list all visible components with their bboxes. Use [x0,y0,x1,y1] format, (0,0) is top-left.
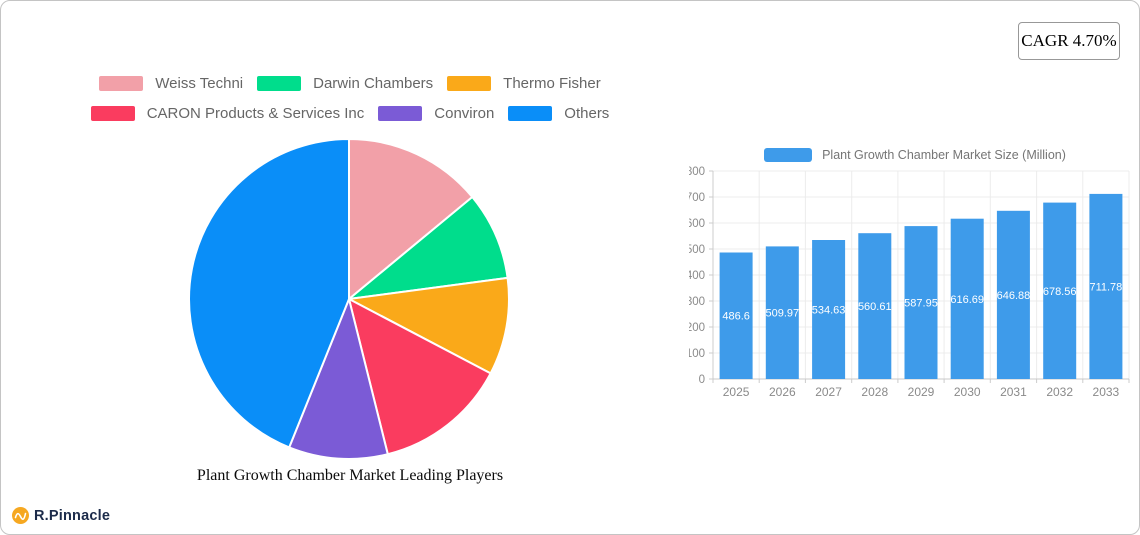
bar-2030[interactable] [950,218,984,379]
x-axis-label: 2032 [1046,385,1073,399]
bar-value-label: 616.69 [950,294,984,306]
pie-slice-thermo-fisher[interactable] [348,276,510,375]
legend-swatch [90,106,135,121]
pie-legend-row: Weiss Techni Darwin Chambers Thermo Fisher [39,75,661,92]
x-axis-label: 2031 [1000,385,1027,399]
bar-legend-label: Plant Growth Chamber Market Size (Millio… [822,148,1066,162]
y-axis-label: 500 [689,244,705,256]
x-axis-label: 2030 [954,385,981,399]
bar-2028[interactable] [858,233,892,379]
legend-swatch [447,76,492,91]
y-axis-label: 300 [689,296,705,308]
bar-value-label: 509.97 [766,308,800,320]
pie-legend: Weiss Techni Darwin Chambers Thermo Fisher… [39,75,661,135]
legend-swatch [257,76,302,91]
legend-swatch [378,106,423,121]
cagr-badge: CAGR 4.70% [1018,22,1120,60]
legend-label: Weiss Techni [155,75,244,92]
brand-logo-text: R.Pinnacle [34,507,111,524]
pie-chart-title: Plant Growth Chamber Market Leading Play… [196,467,504,484]
legend-item-weiss-techni[interactable]: Weiss Techni [99,75,243,92]
y-axis-label: 400 [689,270,705,282]
x-axis-label: 2026 [769,385,796,399]
pie-slice-weiss-techni[interactable] [348,138,474,300]
bar-value-label: 646.88 [997,290,1031,302]
legend-label: Thermo Fisher [503,75,601,92]
bar-2033[interactable] [1089,193,1123,379]
legend-label: Conviron [434,105,495,122]
legend-swatch [99,76,144,91]
bar-2029[interactable] [904,226,938,379]
bar-chart: 0 100 200 300 400 500 600 700 800 486.6 2025 509.97… [689,166,1130,399]
bar-value-label: 534.63 [812,305,846,317]
bar-value-label: 560.61 [858,301,892,313]
legend-item-others[interactable]: Others [508,105,609,122]
pie-legend-row: CARON Products & Services Inc Conviron Oth… [39,105,661,122]
pie-slice-darwin-chambers[interactable] [348,196,509,300]
legend-label: Darwin Chambers [313,75,434,92]
y-axis-label: 100 [689,348,705,360]
x-axis-label: 2033 [1093,385,1120,399]
x-axis-label: 2025 [723,385,750,399]
bar-value-label: 711.78 [1089,282,1122,294]
legend-label: Others [564,105,610,122]
x-axis-label: 2029 [908,385,935,399]
y-axis-label: 600 [689,218,705,230]
brand-logo-icon [12,507,29,524]
y-axis-label: 800 [689,166,705,178]
y-axis-label: 700 [689,192,705,204]
pie-slice-caron-products-services-inc[interactable] [348,298,492,456]
bar-2025[interactable] [719,252,753,380]
pie-chart [188,138,510,460]
y-axis-label: 200 [689,322,705,334]
y-axis-label: 0 [699,374,705,386]
x-axis-label: 2028 [861,385,888,399]
legend-swatch [508,106,553,121]
pie-slice-conviron[interactable] [288,298,389,460]
bar-legend-swatch [764,148,813,162]
bar-value-label: 587.95 [904,298,938,310]
legend-item-conviron[interactable]: Conviron [378,105,494,122]
legend-item-darwin-chambers[interactable]: Darwin Chambers [257,75,433,92]
x-axis-label: 2027 [815,385,842,399]
bar-value-label: 486.6 [722,311,750,323]
cagr-label: CAGR 4.70% [1021,31,1117,50]
bar-2027[interactable] [812,240,846,379]
legend-label: CARON Products & Services Inc [146,105,365,122]
bar-2026[interactable] [765,246,799,379]
legend-item-caron-products-services-inc[interactable]: CARON Products & Services Inc [90,105,365,122]
pie-slice-others[interactable] [188,138,350,449]
bar-2031[interactable] [996,210,1030,379]
bar-chart-legend[interactable]: Plant Growth Chamber Market Size (Millio… [689,148,1139,162]
bar-value-label: 678.56 [1043,286,1077,298]
legend-item-thermo-fisher[interactable]: Thermo Fisher [447,75,601,92]
brand-logo: R.Pinnacle [12,507,110,524]
bar-chart-panel: Plant Growth Chamber Market Size (Millio… [689,146,1139,412]
bar-2032[interactable] [1043,202,1077,379]
